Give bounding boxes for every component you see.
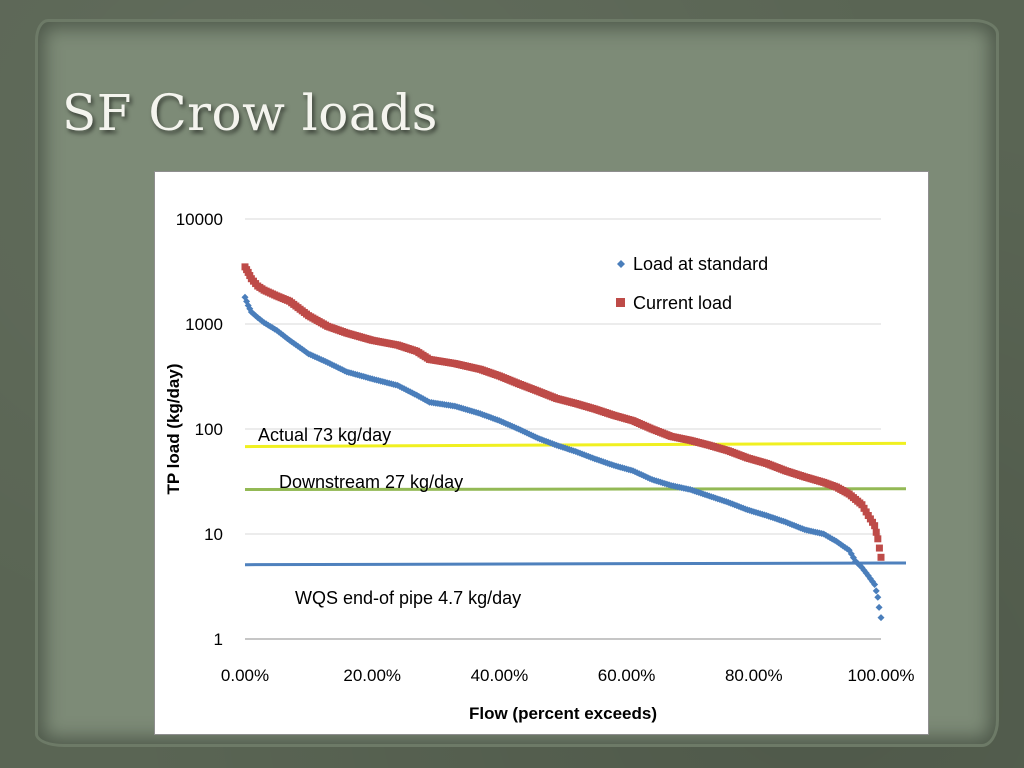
reference-line	[244, 561, 907, 567]
data-point	[860, 504, 868, 512]
y-tick-label: 10	[204, 525, 223, 544]
data-point	[258, 317, 266, 325]
y-tick-label: 10000	[176, 210, 223, 229]
legend-marker-current-load	[616, 298, 625, 307]
series-markers	[241, 263, 885, 622]
reference-line-labels: Actual 73 kg/day Downstream 27 kg/day WQS …	[258, 425, 521, 608]
series-current-load	[241, 263, 885, 561]
x-tick-label: 20.00%	[343, 666, 401, 685]
data-point	[874, 593, 882, 601]
series-load-at-standard	[241, 293, 885, 622]
data-point	[286, 336, 294, 344]
y-tick-label: 1	[214, 630, 223, 649]
x-tick-label: 60.00%	[598, 666, 656, 685]
data-point	[872, 587, 880, 595]
data-point	[246, 305, 254, 313]
slide-title: SF Crow loads	[62, 84, 438, 142]
reference-lines	[244, 441, 907, 567]
data-point	[877, 553, 885, 561]
x-tick-labels: 0.00% 20.00% 40.00% 60.00% 80.00% 100.00%	[221, 666, 915, 685]
data-point	[871, 581, 879, 589]
data-point	[872, 528, 880, 536]
data-point	[858, 501, 866, 509]
legend: Load at standard Current load	[616, 254, 768, 313]
x-tick-label: 80.00%	[725, 666, 783, 685]
y-tick-labels: 10000 1000 100 10 1	[176, 210, 223, 649]
reference-line-label: Actual 73 kg/day	[258, 425, 391, 445]
data-point	[839, 542, 847, 550]
chart-area: 10000 1000 100 10 1 0.00% 20.00% 40.00% 60.00% 8…	[154, 171, 929, 735]
data-point	[875, 544, 883, 552]
data-point	[852, 557, 860, 565]
data-point	[862, 508, 870, 516]
tp-load-chart: 10000 1000 100 10 1 0.00% 20.00% 40.00% 60.00% 8…	[164, 210, 915, 723]
x-tick-label: 100.00%	[847, 666, 914, 685]
data-point	[288, 338, 296, 346]
data-point	[874, 535, 882, 543]
x-axis-title: Flow (percent exceeds)	[469, 704, 657, 723]
data-point	[249, 310, 257, 318]
reference-line-label: Downstream 27 kg/day	[279, 472, 463, 492]
data-point	[871, 522, 879, 530]
y-tick-label: 1000	[185, 315, 223, 334]
reference-line	[244, 441, 907, 449]
data-point	[244, 302, 252, 310]
gridlines	[245, 218, 881, 640]
data-point	[869, 578, 877, 586]
data-point	[875, 603, 883, 611]
x-tick-label: 0.00%	[221, 666, 269, 685]
y-axis-title: TP load (kg/day)	[164, 364, 183, 495]
x-tick-label: 40.00%	[471, 666, 529, 685]
legend-marker-load-at-standard	[617, 260, 625, 268]
reference-line-label: WQS end-of pipe 4.7 kg/day	[295, 588, 521, 608]
legend-label-current-load: Current load	[633, 293, 732, 313]
reference-line	[244, 487, 907, 492]
data-point	[290, 339, 298, 347]
data-point	[877, 614, 885, 622]
legend-label-load-at-standard: Load at standard	[633, 254, 768, 274]
y-tick-label: 100	[195, 420, 223, 439]
